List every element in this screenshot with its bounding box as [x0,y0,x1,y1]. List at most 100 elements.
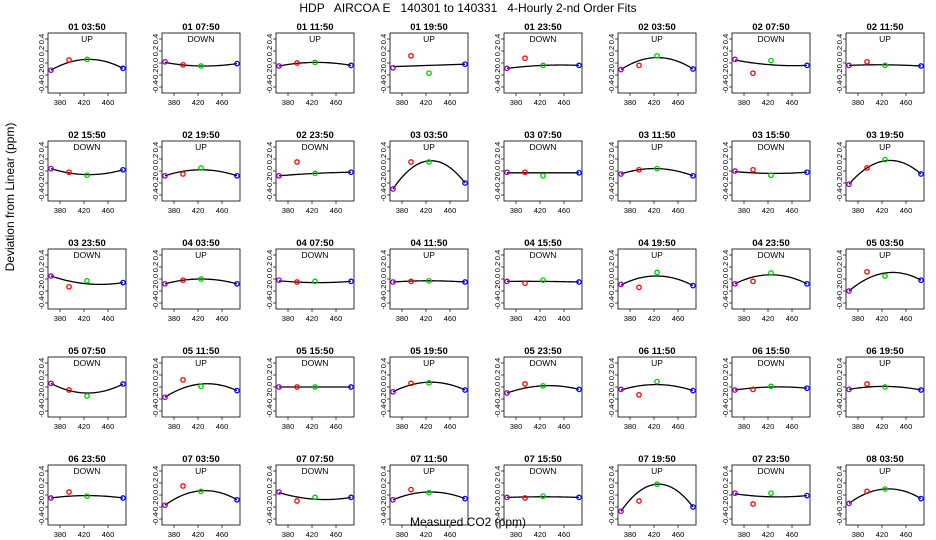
x-tick-label: 380 [510,314,523,323]
direction-label: UP [879,466,891,476]
std-point [66,489,72,495]
y-tick-label: 0.4 [37,250,46,260]
y-tick-label: 0.2 [151,46,160,56]
panel-time: 01 07:50 [182,22,220,33]
direction-label: DOWN [530,142,557,152]
std-point [390,64,396,71]
y-tick-label: 0.2 [721,262,730,272]
std-point [294,384,300,390]
std-point [522,495,528,501]
y-tick-label: -0.2 [379,501,388,514]
std-point [276,489,282,495]
y-tick-label: 0.2 [379,370,388,380]
panel-time: 03 11:50 [639,130,676,141]
std-point [804,492,810,499]
panel-time: 03 23:50 [68,238,106,249]
std-point [804,385,810,392]
y-tick-label: 0.2 [607,370,616,380]
panel-time: 04 11:50 [411,238,448,249]
std-point [408,380,414,387]
std-point [576,386,582,393]
x-tick-label: 460 [102,98,115,107]
std-point [804,62,810,69]
y-tick-label: 0.0 [835,274,844,284]
std-point [390,496,396,503]
std-point [864,381,870,387]
panel-time: 05 03:50 [866,238,904,249]
direction-label: DOWN [530,250,557,260]
std-point [120,65,126,72]
y-tick-label: 0.0 [835,166,844,176]
y-tick-label: 0.2 [835,478,844,488]
y-tick-label: 0.4 [379,250,388,260]
y-tick-label: -0.2 [379,393,388,406]
y-tick-label: 0.4 [607,358,616,368]
y-tick-label: 0.4 [151,466,160,476]
std-point [348,384,354,390]
x-tick-label: 460 [900,314,913,323]
std-point [276,277,282,284]
fit-curve [164,383,238,398]
std-point [750,386,756,393]
x-tick-label: 460 [102,530,115,539]
std-point [750,70,756,77]
fit-curve [392,381,466,393]
x-tick-label: 420 [648,98,661,107]
std-point [690,387,696,394]
y-tick-label: 0.2 [379,262,388,272]
y-tick-label: -0.4 [151,189,160,202]
std-point [618,386,624,393]
fit-curve [848,385,922,391]
y-tick-label: 0.4 [835,250,844,260]
x-tick-label: 420 [876,314,889,323]
std-point [750,166,756,173]
std-point [162,172,168,179]
panel-time: 06 23:50 [68,454,106,465]
y-tick-label: 0.4 [37,34,46,44]
x-tick-label: 420 [78,530,91,539]
y-tick-label: -0.4 [493,405,502,418]
std-point [732,168,738,174]
direction-label: UP [879,34,891,44]
std-point [390,388,396,395]
y-tick-label: 0.0 [607,274,616,284]
std-point [408,52,414,59]
std-point [690,172,696,179]
y-tick-label: 0.4 [151,34,160,44]
x-tick-label: 380 [168,98,181,107]
fit-curve [50,275,124,286]
y-tick-label: 0.2 [151,370,160,380]
x-tick-label: 460 [330,530,343,539]
y-tick-label: 0.4 [607,466,616,476]
std-point [768,490,774,497]
x-tick-label: 420 [78,314,91,323]
x-tick-label: 420 [306,314,319,323]
y-tick-label: -0.2 [265,177,274,190]
y-tick-label: 0.4 [607,34,616,44]
x-tick-label: 380 [282,530,295,539]
x-tick-label: 380 [54,98,67,107]
std-point [66,387,72,393]
direction-label: UP [81,34,93,44]
y-tick-label: -0.4 [151,297,160,310]
y-tick-label: -0.4 [607,297,616,310]
std-point [504,65,510,72]
panel-time: 07 07:50 [296,454,334,465]
y-tick-label: 0.4 [835,34,844,44]
x-tick-label: 420 [762,422,775,431]
y-tick-label: 0.4 [721,250,730,260]
y-tick-label: -0.4 [721,297,730,310]
x-tick-label: 460 [216,422,229,431]
std-point [918,277,924,284]
y-tick-label: 0.4 [493,34,502,44]
y-tick-label: -0.4 [607,81,616,94]
y-tick-label: 0.2 [835,262,844,272]
y-tick-label: 0.4 [493,250,502,260]
panel-time: 05 15:50 [296,346,334,357]
y-tick-label: -0.2 [721,69,730,82]
x-tick-label: 460 [444,206,457,215]
